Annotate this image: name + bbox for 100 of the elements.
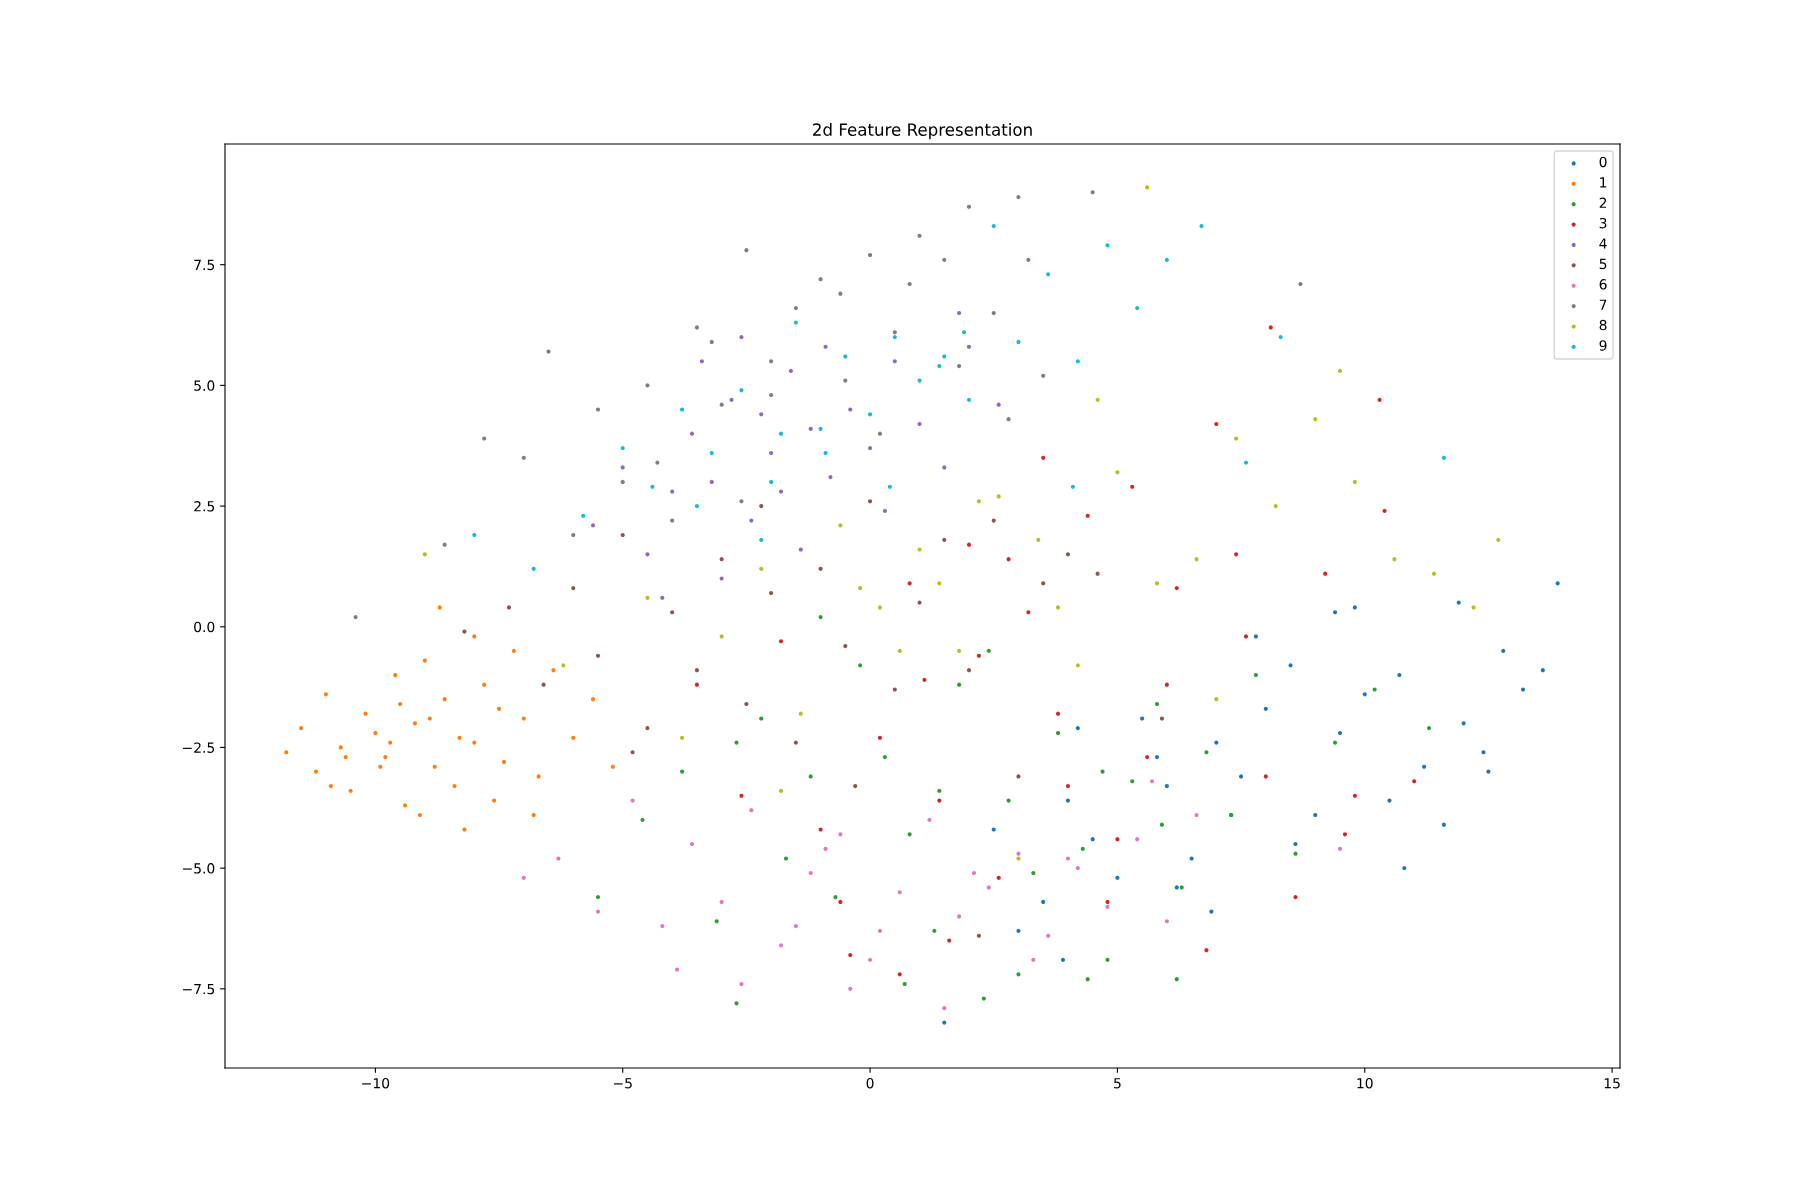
point <box>472 740 477 745</box>
point <box>660 923 665 929</box>
point <box>1041 455 1046 460</box>
point <box>1016 195 1021 200</box>
point <box>818 566 823 571</box>
point <box>1263 774 1268 779</box>
point <box>457 735 462 740</box>
point <box>1085 513 1090 518</box>
y-tick-label: −7.5 <box>183 983 215 995</box>
point <box>1194 557 1199 562</box>
point <box>709 450 714 456</box>
point <box>744 248 749 253</box>
point <box>1075 663 1080 668</box>
point <box>769 590 774 596</box>
point <box>818 426 823 431</box>
legend-label: 1 <box>1600 177 1607 188</box>
point <box>942 537 947 542</box>
point <box>759 503 764 509</box>
point <box>719 557 724 562</box>
point <box>942 257 947 262</box>
point <box>1461 721 1466 726</box>
point <box>937 788 942 793</box>
point <box>620 532 625 538</box>
point <box>1293 841 1298 847</box>
point <box>1075 866 1080 871</box>
point <box>1397 672 1402 678</box>
point <box>378 764 383 769</box>
point <box>323 692 328 697</box>
point <box>1154 755 1160 760</box>
point <box>793 306 798 311</box>
point <box>917 233 922 238</box>
y-tick-label: 2.5 <box>194 501 215 512</box>
point <box>1031 870 1036 876</box>
point <box>1026 257 1031 262</box>
point <box>1362 692 1367 697</box>
point <box>1070 484 1075 489</box>
legend-label: 3 <box>1599 217 1607 229</box>
point <box>680 769 685 774</box>
point <box>551 668 556 673</box>
point <box>739 335 744 340</box>
point <box>1164 257 1169 262</box>
point <box>867 957 873 962</box>
point <box>769 359 774 364</box>
point <box>877 735 883 740</box>
point <box>937 581 942 586</box>
legend-label: 9 <box>1599 340 1607 351</box>
point <box>759 566 764 571</box>
point <box>922 677 927 682</box>
point <box>942 354 947 359</box>
point <box>917 378 922 383</box>
point <box>808 426 813 431</box>
point <box>966 542 972 547</box>
point <box>1075 359 1080 364</box>
point <box>848 986 853 991</box>
point <box>823 450 828 456</box>
point <box>838 291 843 296</box>
point <box>571 532 576 538</box>
point <box>1337 368 1343 373</box>
point <box>531 812 536 818</box>
point <box>961 330 967 335</box>
point <box>1273 503 1278 509</box>
point <box>1090 190 1095 195</box>
y-tick-label: 5.0 <box>194 380 215 391</box>
point <box>699 359 704 364</box>
point <box>778 639 784 644</box>
x-tick-label: −10 <box>362 1077 390 1089</box>
point <box>1164 919 1169 924</box>
point <box>348 788 353 793</box>
point <box>571 735 576 740</box>
point <box>957 682 962 687</box>
point <box>299 726 304 731</box>
point <box>1238 774 1244 779</box>
point <box>877 605 883 610</box>
y-tick-label: −5.0 <box>183 863 215 874</box>
point <box>867 499 873 504</box>
point <box>838 899 843 905</box>
point <box>853 783 858 789</box>
point <box>729 397 734 402</box>
point <box>1075 726 1080 731</box>
point <box>531 566 536 571</box>
point <box>1115 875 1120 880</box>
point <box>1441 822 1446 827</box>
point <box>1352 793 1357 798</box>
point <box>1243 460 1249 465</box>
point <box>630 750 635 755</box>
point <box>1199 223 1204 229</box>
legend-label: 7 <box>1599 299 1607 310</box>
point <box>892 330 897 335</box>
point <box>1392 557 1397 562</box>
point <box>1130 484 1135 489</box>
point <box>620 479 625 485</box>
point <box>521 716 526 721</box>
legend-label: 4 <box>1599 238 1607 249</box>
x-tick-label: 15 <box>1604 1078 1620 1089</box>
point <box>472 634 477 639</box>
point <box>1293 895 1298 900</box>
point <box>1145 185 1150 190</box>
point <box>1214 421 1219 427</box>
point <box>778 788 784 793</box>
legend-label: 0 <box>1599 156 1607 168</box>
